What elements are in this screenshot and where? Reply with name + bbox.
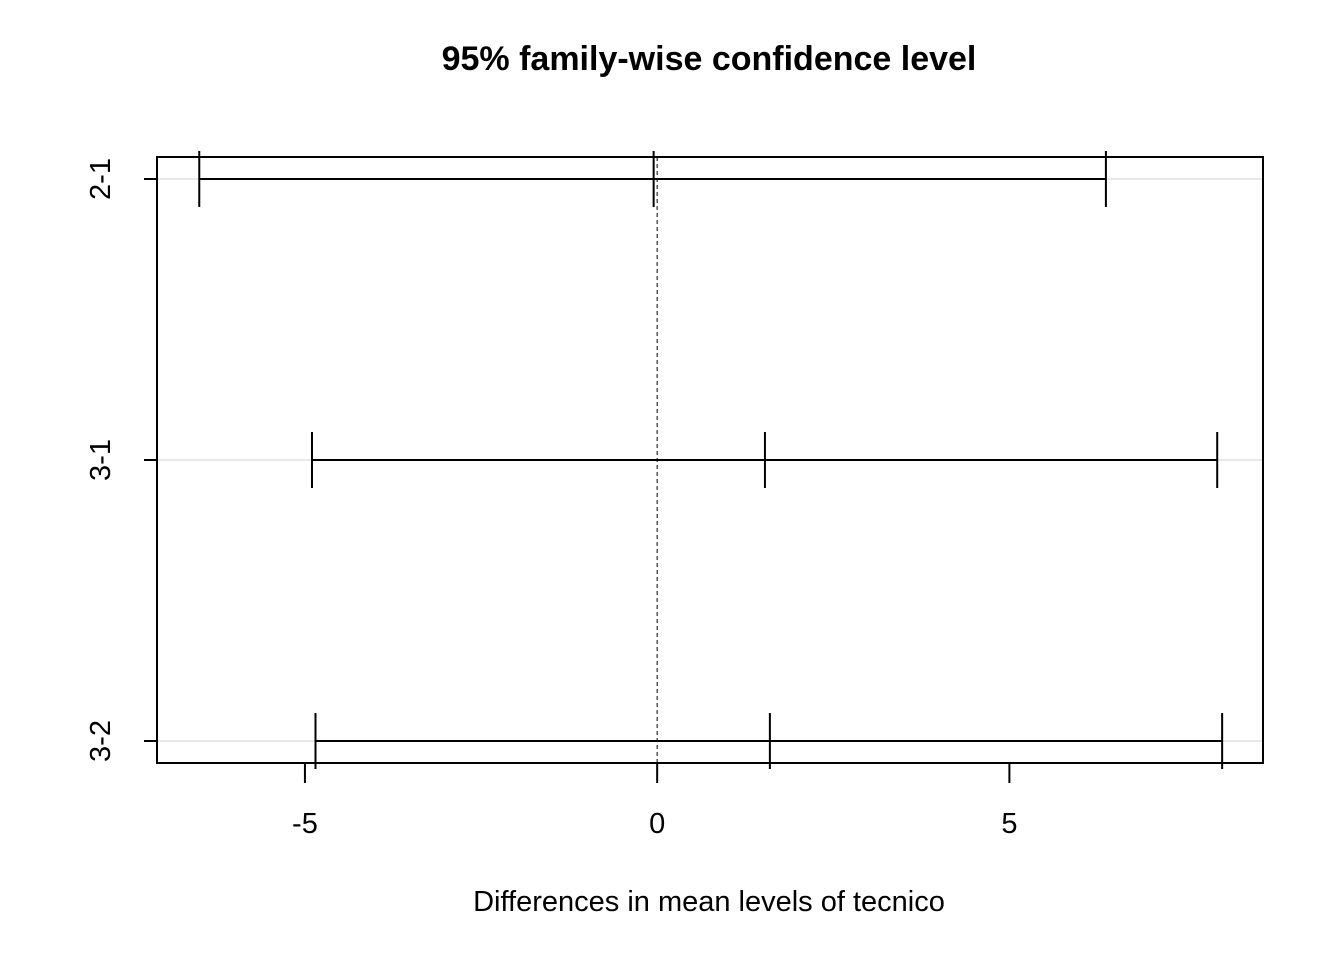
interval-2-1 — [198, 151, 1107, 207]
x-axis: -5 0 5 — [292, 763, 1017, 840]
y-tick-label-3-1: 3-1 — [85, 439, 117, 481]
chart-title: 95% family-wise confidence level — [442, 40, 977, 78]
x-axis-label: Differences in mean levels of tecnico — [473, 886, 945, 918]
y-tick-label-3-2: 3-2 — [85, 720, 117, 762]
x-tick-label--5: -5 — [292, 808, 318, 840]
interval-3-1 — [310, 432, 1219, 488]
y-axis: 2-1 3-1 3-2 — [85, 158, 157, 762]
x-tick-label-5: 5 — [1001, 808, 1017, 840]
confidence-intervals — [198, 151, 1224, 769]
x-tick-label-0: 0 — [649, 808, 665, 840]
interval-3-2 — [314, 713, 1224, 769]
y-tick-label-2-1: 2-1 — [85, 158, 117, 200]
